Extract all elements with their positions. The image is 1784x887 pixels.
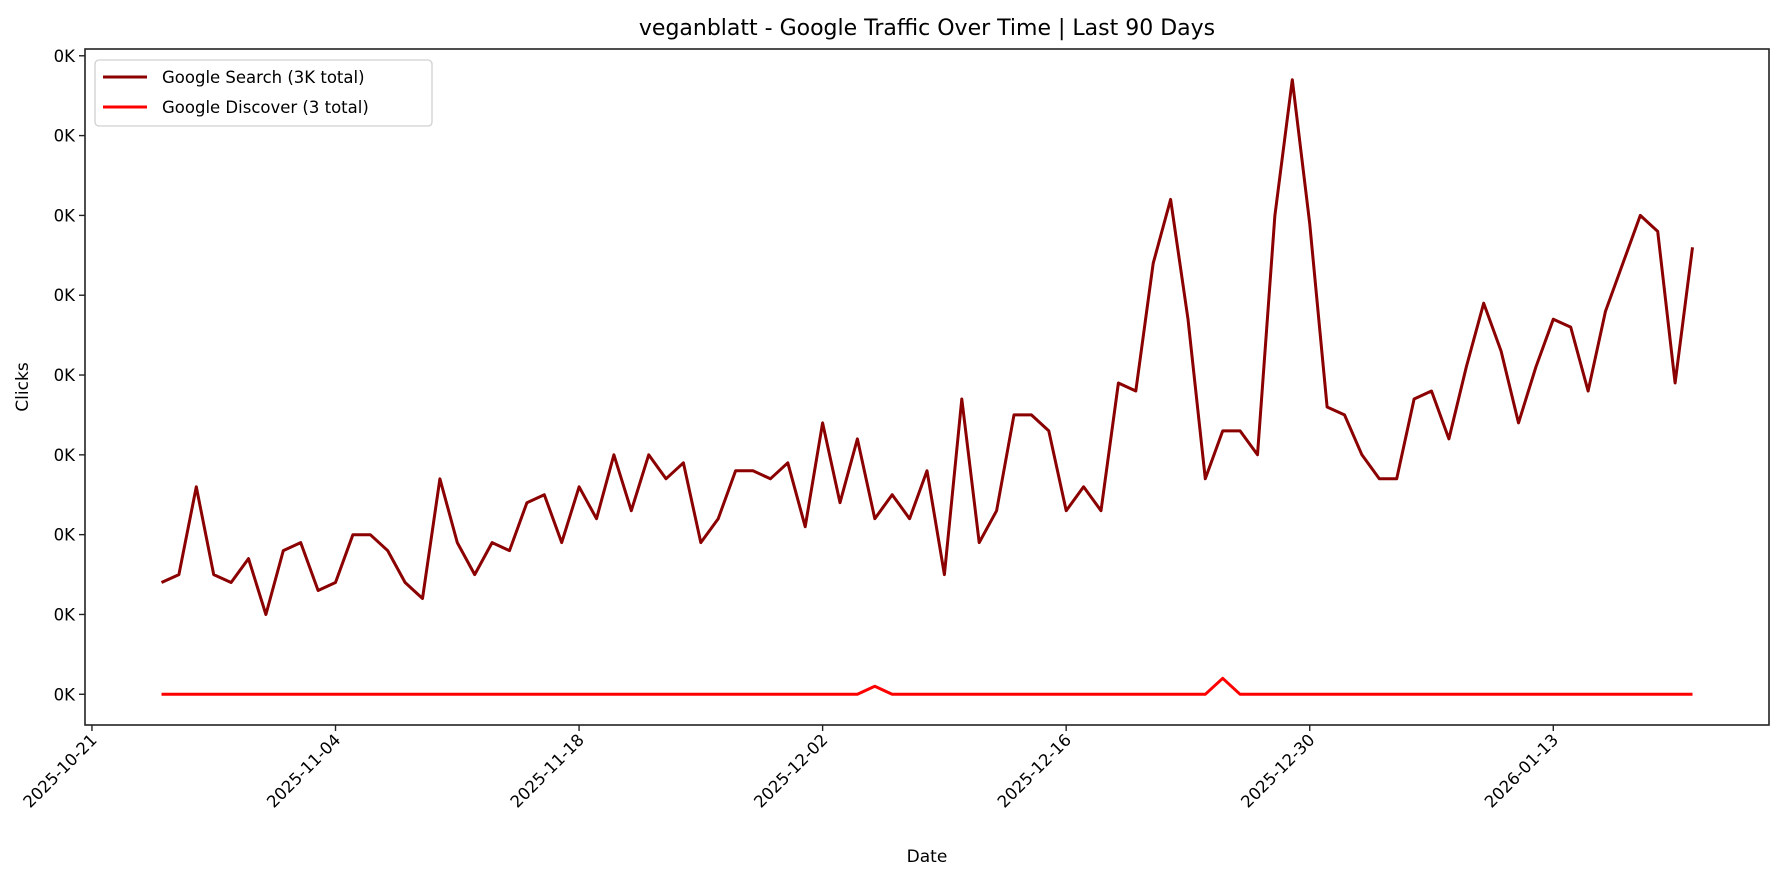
- x-tick-label: 2025-12-30: [1237, 730, 1318, 811]
- x-tick-label: 2025-12-02: [750, 730, 831, 811]
- y-axis-label: Clicks: [13, 362, 33, 412]
- y-tick-label: 0K: [54, 605, 76, 624]
- y-tick-label: 0K: [54, 685, 76, 704]
- x-tick-label: 2025-10-21: [20, 730, 101, 811]
- x-tick-label: 2025-12-16: [994, 730, 1075, 811]
- x-tick-label: 2025-11-04: [263, 730, 344, 811]
- y-tick-label: 0K: [54, 47, 76, 66]
- y-tick-label: 0K: [54, 206, 76, 225]
- legend: Google Search (3K total) Google Discover…: [95, 60, 432, 126]
- series-line-google-discover: [162, 678, 1693, 694]
- y-tick-label: 0K: [54, 127, 76, 146]
- y-tick-label: 0K: [54, 366, 76, 385]
- chart-title: veganblatt - Google Traffic Over Time | …: [639, 16, 1215, 41]
- x-axis: 2025-10-21 2025-11-04 2025-11-18 2025-12-02…: [20, 725, 1563, 812]
- x-axis-label: Date: [907, 847, 948, 867]
- axes-frame: [85, 49, 1769, 725]
- y-tick-label: 0K: [54, 286, 76, 305]
- y-tick-label: 0K: [54, 446, 76, 465]
- y-tick-label: 0K: [54, 526, 76, 545]
- series-line-google-search: [162, 80, 1693, 615]
- legend-label-search: Google Search (3K total): [162, 68, 365, 87]
- x-tick-label: 2026-01-13: [1481, 730, 1562, 811]
- y-axis: 0K 0K 0K 0K 0K 0K 0K 0K 0K: [54, 47, 85, 704]
- plot-area: [161, 80, 1692, 695]
- legend-label-discover: Google Discover (3 total): [162, 98, 369, 117]
- x-tick-label: 2025-11-18: [507, 730, 588, 811]
